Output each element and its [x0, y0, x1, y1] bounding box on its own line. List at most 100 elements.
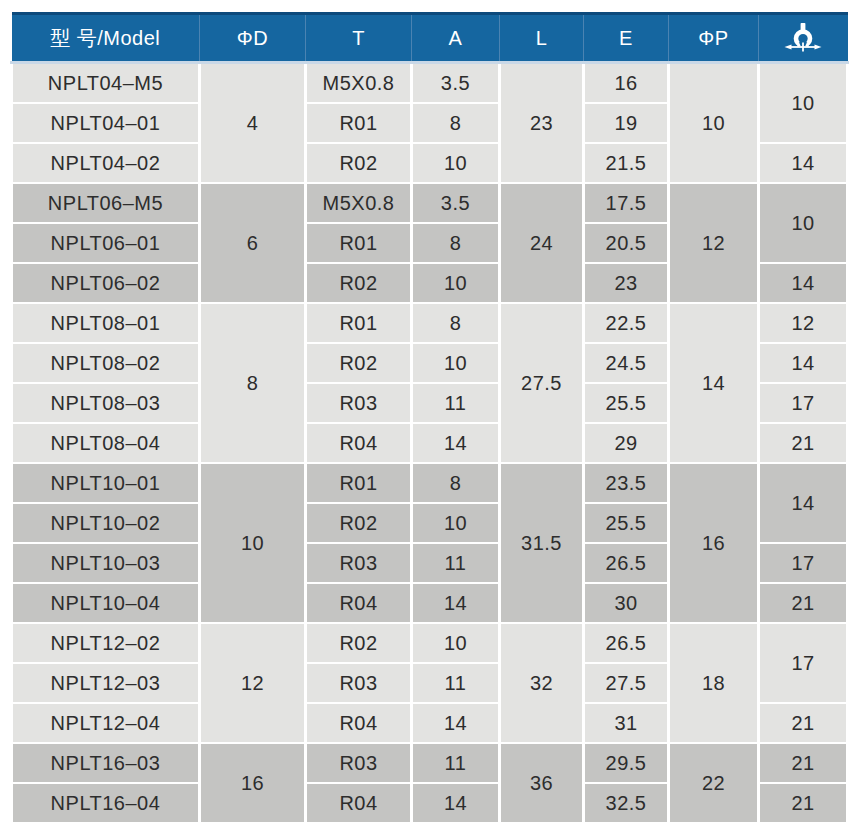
- e-cell: 31: [584, 703, 669, 743]
- model-cell: NPLT08–04: [12, 423, 200, 463]
- l-cell: 27.5: [500, 303, 584, 463]
- model-cell: NPLT04–M5: [12, 63, 200, 104]
- phiP-cell: 16: [669, 463, 759, 623]
- a-cell: 8: [412, 463, 500, 503]
- col-header-T: T: [306, 14, 412, 63]
- table-row: NPLT12–0212R02103226.51817: [12, 623, 848, 663]
- model-cell: NPLT12–03: [12, 663, 200, 703]
- t-cell: M5X0.8: [306, 63, 412, 104]
- phiD-cell: 16: [200, 743, 306, 823]
- t-cell: M5X0.8: [306, 183, 412, 223]
- a-cell: 3.5: [412, 183, 500, 223]
- a-cell: 11: [412, 743, 500, 783]
- table-row: NPLT04–M54M5X0.83.523161010: [12, 63, 848, 104]
- a-cell: 14: [412, 583, 500, 623]
- table-row: NPLT08–018R01827.522.51412: [12, 303, 848, 343]
- t-cell: R02: [306, 623, 412, 663]
- table-row: NPLT16–0316R03113629.52221: [12, 743, 848, 783]
- model-cell: NPLT10–03: [12, 543, 200, 583]
- model-cell: NPLT12–02: [12, 623, 200, 663]
- l-cell: 32: [500, 623, 584, 743]
- phiD-cell: 4: [200, 63, 306, 184]
- e-cell: 19: [584, 103, 669, 143]
- e-cell: 30: [584, 583, 669, 623]
- table-row: NPLT06–M56M5X0.83.52417.51210: [12, 183, 848, 223]
- model-cell: NPLT16–04: [12, 783, 200, 823]
- t-cell: R02: [306, 263, 412, 303]
- phiP-cell: 22: [669, 743, 759, 823]
- t-cell: R03: [306, 663, 412, 703]
- e-cell: 16: [584, 63, 669, 104]
- t-cell: R01: [306, 223, 412, 263]
- e-cell: 32.5: [584, 783, 669, 823]
- a-cell: 10: [412, 263, 500, 303]
- l-cell: 23: [500, 63, 584, 184]
- e-cell: 25.5: [584, 383, 669, 423]
- model-cell: NPLT10–04: [12, 583, 200, 623]
- t-cell: R02: [306, 343, 412, 383]
- model-cell: NPLT16–03: [12, 743, 200, 783]
- wrench-cell: 21: [759, 583, 848, 623]
- t-cell: R04: [306, 583, 412, 623]
- e-cell: 27.5: [584, 663, 669, 703]
- model-cell: NPLT06–M5: [12, 183, 200, 223]
- l-cell: 36: [500, 743, 584, 823]
- a-cell: 11: [412, 543, 500, 583]
- a-cell: 10: [412, 143, 500, 183]
- model-cell: NPLT04–01: [12, 103, 200, 143]
- phiP-cell: 18: [669, 623, 759, 743]
- spec-table-body: NPLT04–M54M5X0.83.523161010NPLT04–01R018…: [12, 63, 848, 824]
- e-cell: 22.5: [584, 303, 669, 343]
- phiP-cell: 10: [669, 63, 759, 184]
- t-cell: R03: [306, 543, 412, 583]
- e-cell: 23.5: [584, 463, 669, 503]
- spec-table: 型 号/ModelΦDTALEΦP NPLT04–M54M5X0.83.5231…: [10, 12, 849, 824]
- model-cell: NPLT08–03: [12, 383, 200, 423]
- a-cell: 14: [412, 783, 500, 823]
- wrench-cell: 10: [759, 63, 848, 144]
- wrench-cell: 14: [759, 263, 848, 303]
- t-cell: R01: [306, 463, 412, 503]
- wrench-cell: 21: [759, 743, 848, 783]
- a-cell: 3.5: [412, 63, 500, 104]
- t-cell: R04: [306, 783, 412, 823]
- spec-table-head: 型 号/ModelΦDTALEΦP: [12, 14, 848, 63]
- wrench-cell: 21: [759, 783, 848, 823]
- col-header-E: E: [584, 14, 669, 63]
- e-cell: 17.5: [584, 183, 669, 223]
- wrench-cell: 17: [759, 383, 848, 423]
- model-cell: NPLT08–01: [12, 303, 200, 343]
- wrench-width-icon: [783, 22, 823, 55]
- a-cell: 8: [412, 303, 500, 343]
- a-cell: 14: [412, 703, 500, 743]
- col-header-model: 型 号/Model: [12, 14, 200, 63]
- a-cell: 8: [412, 223, 500, 263]
- wrench-cell: 21: [759, 423, 848, 463]
- l-cell: 31.5: [500, 463, 584, 623]
- wrench-cell: 14: [759, 343, 848, 383]
- wrench-cell: 14: [759, 143, 848, 183]
- e-cell: 24.5: [584, 343, 669, 383]
- e-cell: 21.5: [584, 143, 669, 183]
- e-cell: 25.5: [584, 503, 669, 543]
- a-cell: 10: [412, 623, 500, 663]
- wrench-cell: 21: [759, 703, 848, 743]
- t-cell: R03: [306, 383, 412, 423]
- wrench-cell: 14: [759, 463, 848, 543]
- catalog-page: 型 号/ModelΦDTALEΦP NPLT04–M54M5X0.83.5231…: [0, 0, 856, 830]
- e-cell: 23: [584, 263, 669, 303]
- a-cell: 8: [412, 103, 500, 143]
- col-header-phiD: ΦD: [200, 14, 306, 63]
- col-header-wrench: [759, 14, 848, 63]
- e-cell: 29: [584, 423, 669, 463]
- t-cell: R04: [306, 703, 412, 743]
- wrench-cell: 10: [759, 183, 848, 263]
- a-cell: 10: [412, 503, 500, 543]
- model-cell: NPLT08–02: [12, 343, 200, 383]
- model-cell: NPLT10–01: [12, 463, 200, 503]
- model-cell: NPLT10–02: [12, 503, 200, 543]
- col-header-phiP: ΦP: [669, 14, 759, 63]
- t-cell: R04: [306, 423, 412, 463]
- phiD-cell: 6: [200, 183, 306, 303]
- model-cell: NPLT04–02: [12, 143, 200, 183]
